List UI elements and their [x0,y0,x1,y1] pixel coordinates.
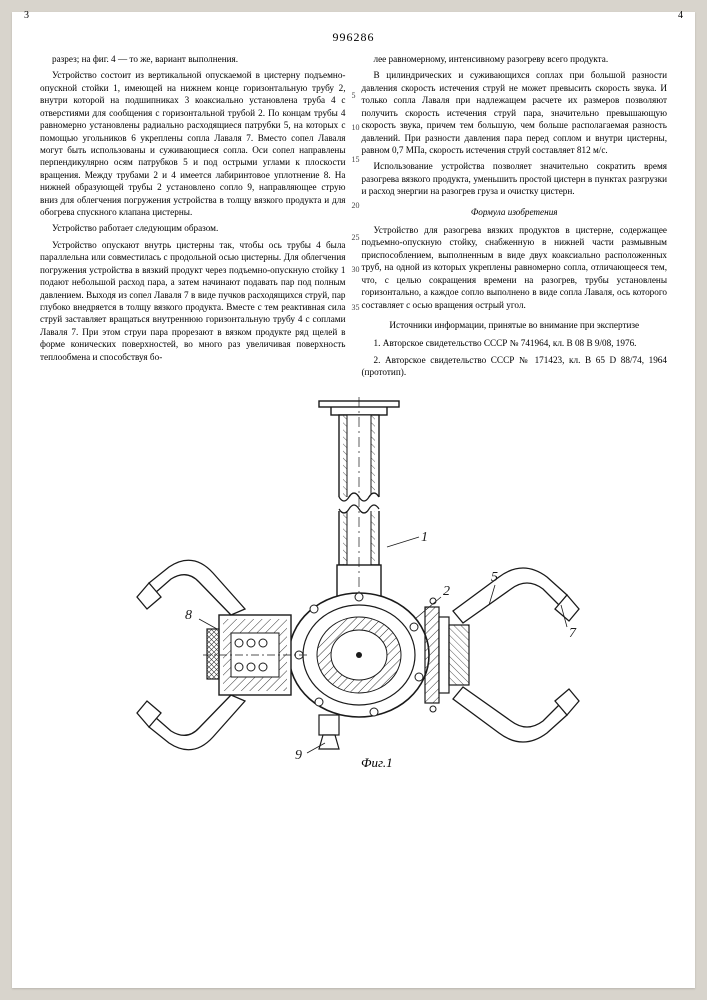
paragraph: Использование устройства позволяет значи… [362,160,668,197]
patent-page: 3 4 996286 разрез; на фиг. 4 — то же, ва… [12,12,695,988]
line-number: 35 [352,303,360,314]
line-number: 25 [352,233,360,244]
line-number: 15 [352,155,360,166]
callout-7: 7 [569,626,577,641]
callout-2: 2 [443,584,450,599]
nozzle-lower-right [453,687,579,742]
paragraph: Устройство работает следующим образом. [40,222,346,234]
line-number: 30 [352,265,360,276]
line-number: 10 [352,123,360,134]
callout-9: 9 [295,748,302,763]
nozzle-lower-left [137,695,245,750]
paragraph: лее равномерному, интенсивному разогреву… [362,53,668,65]
paragraph: Устройство состоит из вертикальной опуск… [40,69,346,218]
right-column: 5 10 15 20 25 30 35 лее равномерному, ин… [362,53,668,383]
left-hub [203,615,307,695]
callout-5: 5 [491,570,498,585]
text-columns: разрез; на фиг. 4 — то же, вариант выпол… [40,53,667,383]
source-ref: 1. Авторское свидетельство СССР № 741964… [362,337,668,349]
horizontal-tube-body [289,565,429,717]
figure-1: 1 2 5 7 8 9 Фиг.1 [40,397,667,777]
patent-number: 996286 [40,30,667,45]
nozzle-upper-right [453,568,579,623]
nozzle-upper-left [137,560,245,615]
callout-1: 1 [421,530,428,545]
paragraph: В цилиндрических и суживающихся соплах п… [362,69,668,156]
sources-title: Источники информации, принятые во вниман… [362,319,668,331]
paragraph: разрез; на фиг. 4 — то же, вариант выпол… [40,53,346,65]
paragraph: Устройство для разогрева вязких продукто… [362,224,668,311]
bottom-nozzle [319,715,339,749]
formula-title: Формула изобретения [362,206,668,218]
left-column: разрез; на фиг. 4 — то же, вариант выпол… [40,53,346,383]
page-number-right: 4 [678,10,683,21]
line-number: 5 [352,91,356,102]
figure-label: Фиг.1 [361,755,393,770]
page-number-left: 3 [24,10,29,21]
callout-8: 8 [185,608,192,623]
source-ref: 2. Авторское свидетельство СССР № 171423… [362,354,668,379]
line-number: 20 [352,201,360,212]
paragraph: Устройство опускают внутрь цистерны так,… [40,239,346,363]
figure-drawing: 1 2 5 7 8 9 Фиг.1 [119,397,589,777]
